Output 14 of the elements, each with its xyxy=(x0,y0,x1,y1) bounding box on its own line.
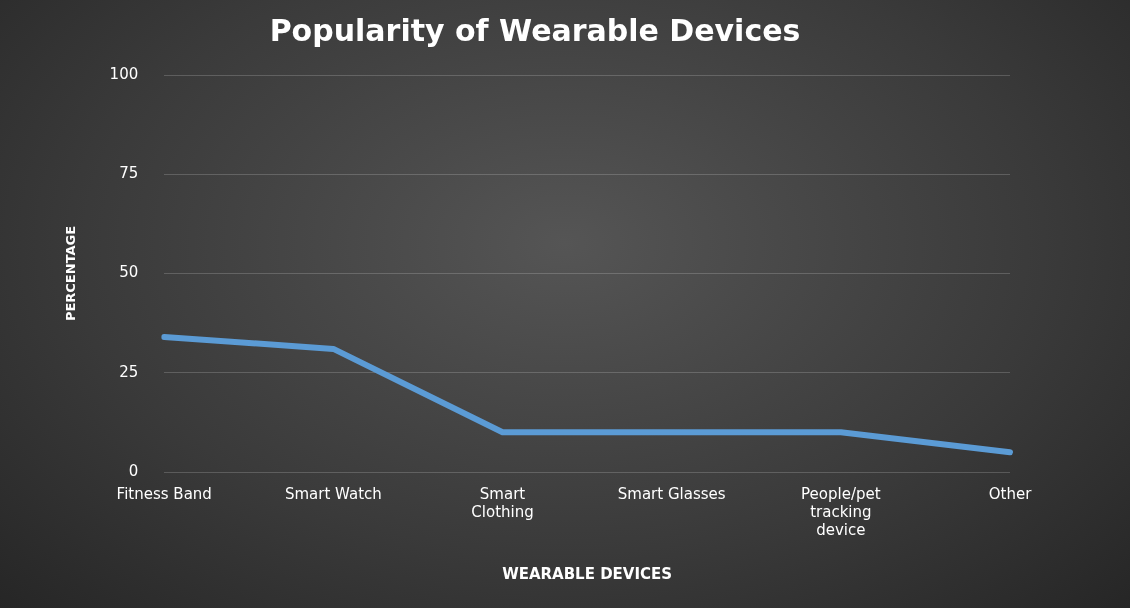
x-tick-label: Fitness Band xyxy=(116,484,212,503)
y-axis-title: PERCENTAGE xyxy=(63,225,79,322)
y-tick-label: 25 xyxy=(119,362,139,381)
y-tick-label: 100 xyxy=(109,64,139,83)
x-tick-label: Smart Glasses xyxy=(617,484,726,503)
x-tick-label: Smart Clothing xyxy=(471,484,534,521)
x-tick-label: Other xyxy=(988,484,1033,503)
y-tick-label: 0 xyxy=(128,461,139,480)
x-tick-label: Smart Watch xyxy=(284,484,382,503)
chart-title: Popularity of Wearable Devices xyxy=(269,12,801,48)
x-tick-label: People/pet tracking device xyxy=(801,484,881,539)
y-tick-label: 75 xyxy=(119,164,139,183)
x-axis-title: WEARABLE DEVICES xyxy=(502,564,673,583)
y-tick-label: 50 xyxy=(119,263,139,282)
